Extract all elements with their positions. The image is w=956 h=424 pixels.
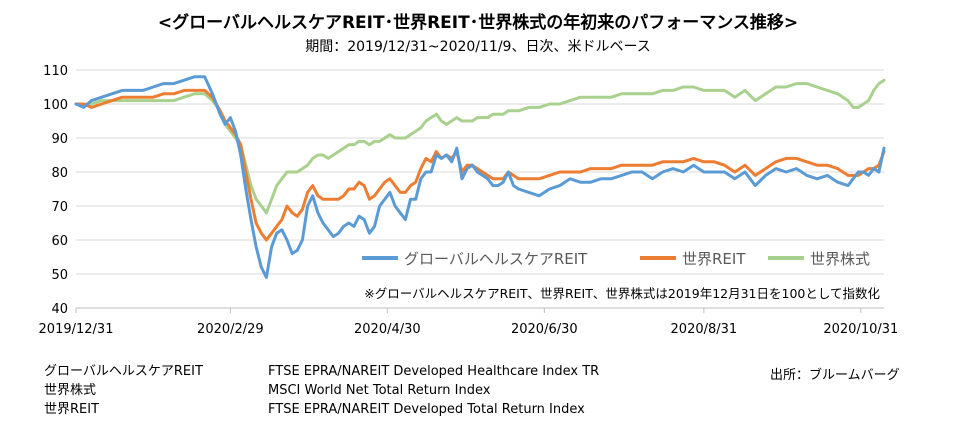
x-tick-label-1: 2020/2/29: [197, 322, 264, 337]
chart-title: <グローバルヘルスケアREIT･世界REIT･世界株式の年初来のパフォーマンス推…: [157, 13, 799, 33]
x-tick-label-2: 2020/4/30: [354, 322, 421, 337]
x-tick-label-3: 2020/6/30: [511, 322, 578, 337]
y-tick-label-40: 40: [51, 302, 68, 317]
y-tick-label-70: 70: [51, 200, 68, 215]
x-tick-label-0: 2019/12/31: [39, 322, 114, 337]
y-tick-label-90: 90: [51, 132, 68, 147]
series-line-world-reit: [74, 88, 886, 242]
chart-note: ※グローバルヘルスケアREIT、世界REIT、世界株式は2019年12月31日を…: [364, 286, 880, 301]
y-tick-label-50: 50: [51, 268, 68, 283]
footnote-index-healthcare: FTSE EPRA/NAREIT Developed Healthcare In…: [268, 364, 600, 379]
chart-subtitle: 期間：2019/12/31~2020/11/9、日次、米ドルベース: [305, 39, 651, 55]
footnote-names: グローバルヘルスケアREIT 世界株式 世界REIT: [44, 362, 203, 419]
footnote-name-equity: 世界株式: [44, 383, 97, 398]
footnote-name-reit: 世界REIT: [44, 402, 100, 417]
footnote-index-equity: MSCI World Net Total Return Index: [268, 383, 491, 398]
footnote-name-healthcare: グローバルヘルスケアREIT: [44, 364, 203, 379]
y-tick-label-80: 80: [51, 166, 68, 181]
y-tick-label-60: 60: [51, 234, 68, 249]
legend-world-equity-label: 世界株式: [810, 250, 870, 268]
y-tick-label-110: 110: [43, 64, 68, 79]
x-tick-label-5: 2020/10/31: [823, 322, 898, 337]
series-line-healthcare-reit: [74, 75, 886, 279]
y-tick-label-100: 100: [43, 98, 68, 113]
legend-healthcare-reit-label: グローバルヘルスケアREIT: [404, 250, 588, 268]
x-tick-label-4: 2020/8/31: [671, 322, 738, 337]
footnote-index-reit: FTSE EPRA/NAREIT Developed Total Return …: [268, 402, 585, 417]
footnote-indices: FTSE EPRA/NAREIT Developed Healthcare In…: [268, 362, 599, 419]
series-line-world-equity: [74, 78, 886, 215]
source-note: 出所：ブルームバーグ: [770, 368, 900, 383]
legend-world-reit-label: 世界REIT: [682, 250, 746, 268]
